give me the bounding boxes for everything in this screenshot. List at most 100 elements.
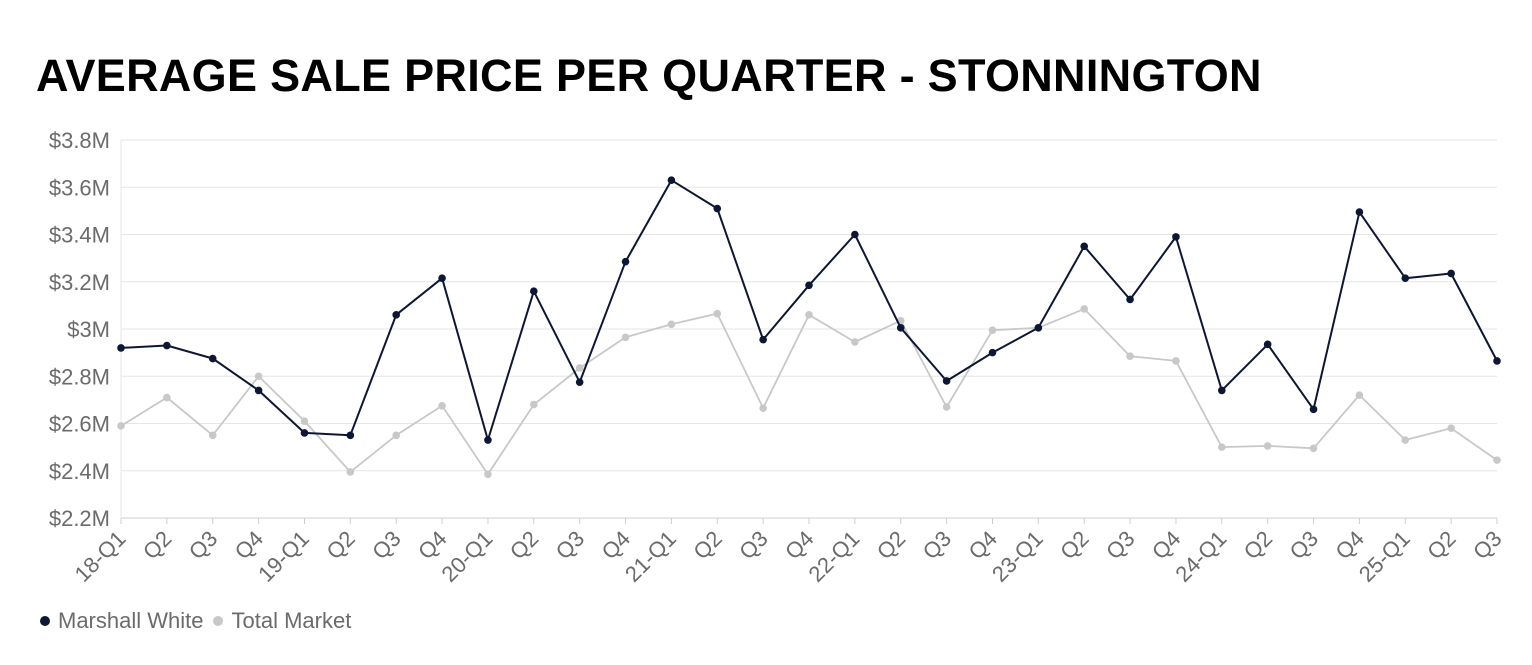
data-point-marshall-white[interactable] [988,348,997,357]
data-point-marshall-white[interactable] [896,324,905,332]
data-point-total-market[interactable] [208,431,217,440]
y-tick-label: $2.8M [49,364,110,389]
y-tick-label: $2.2M [49,506,110,531]
data-point-total-market[interactable] [254,372,263,381]
y-tick-label: $3.8M [49,128,110,153]
x-tick-label: Q2 [505,526,543,564]
legend-marker-marshall-white [40,616,50,626]
x-tick-label: Q2 [1422,526,1460,564]
data-point-total-market[interactable] [1447,424,1455,433]
data-point-total-market[interactable] [667,320,676,329]
x-tick-label: 19-Q1 [253,526,314,587]
legend-item-marshall-white[interactable]: Marshall White [40,608,203,634]
data-point-total-market[interactable] [117,422,125,430]
x-tick-label: Q2 [1239,526,1277,564]
x-tick-label: 21-Q1 [620,526,681,587]
grid-lines [120,139,1497,519]
data-point-marshall-white[interactable] [117,344,125,352]
data-point-marshall-white[interactable] [1447,269,1455,278]
series-marshall-white [117,176,1501,444]
data-point-total-market[interactable] [1309,444,1318,453]
data-point-marshall-white[interactable] [484,436,492,444]
data-point-marshall-white[interactable] [1493,357,1501,365]
y-tick-label: $3.6M [49,175,110,200]
data-point-total-market[interactable] [300,417,309,425]
x-tick-label: Q3 [551,526,589,564]
data-point-marshall-white[interactable] [208,354,217,363]
y-tick-label: $3.2M [49,270,110,295]
x-tick-label: 20-Q1 [437,526,498,587]
data-point-marshall-white[interactable] [163,341,171,350]
data-point-marshall-white[interactable] [851,230,859,239]
series-total-market [117,305,1501,479]
y-tick-label: $3.4M [49,223,110,248]
data-point-marshall-white[interactable] [1401,274,1410,283]
data-point-total-market[interactable] [1263,442,1272,450]
x-tick-label: 23-Q1 [987,526,1048,587]
data-point-marshall-white[interactable] [575,378,584,386]
data-point-total-market[interactable] [438,401,446,410]
data-point-marshall-white[interactable] [530,287,538,296]
x-tick-label: Q2 [688,526,726,564]
data-point-marshall-white[interactable] [1080,242,1088,251]
x-tick-label: Q2 [138,526,176,564]
data-point-total-market[interactable] [484,470,492,479]
data-point-marshall-white[interactable] [1034,324,1043,332]
data-point-marshall-white[interactable] [254,386,263,395]
legend-label-marshall-white: Marshall White [58,608,204,633]
x-tick-label: Q3 [367,526,405,564]
data-point-total-market[interactable] [621,333,630,342]
legend-label-total-market: Total Market [231,608,352,633]
data-point-total-market[interactable] [1401,436,1410,444]
data-point-total-market[interactable] [759,404,767,412]
data-point-marshall-white[interactable] [1218,386,1226,395]
x-tick-label: Q3 [184,526,222,564]
data-point-marshall-white[interactable] [713,204,722,213]
data-point-total-market[interactable] [392,431,401,440]
data-point-total-market[interactable] [163,393,171,402]
data-point-total-market[interactable] [988,326,997,334]
data-point-total-market[interactable] [346,468,355,476]
data-point-marshall-white[interactable] [1172,233,1180,241]
data-point-marshall-white[interactable] [805,281,813,290]
legend-marker-total-market [213,616,224,626]
y-tick-label: $2.6M [49,412,110,437]
data-point-marshall-white[interactable] [942,377,951,385]
x-tick-label: Q3 [918,526,956,564]
data-point-total-market[interactable] [1218,443,1226,451]
data-point-marshall-white[interactable] [1126,295,1134,304]
data-point-total-market[interactable] [1126,352,1134,360]
data-point-marshall-white[interactable] [300,429,309,437]
data-point-marshall-white[interactable] [392,311,401,319]
data-point-total-market[interactable] [1355,391,1364,399]
data-point-total-market[interactable] [942,403,951,411]
series-line-marshall-white [120,179,1498,441]
data-point-total-market[interactable] [530,400,538,409]
x-tick-label: Q3 [1285,526,1323,564]
data-point-marshall-white[interactable] [1309,405,1318,414]
data-point-marshall-white[interactable] [1355,208,1364,216]
x-tick-label: 18-Q1 [70,526,131,587]
data-point-total-market[interactable] [1493,456,1501,464]
data-point-marshall-white[interactable] [1263,340,1272,349]
y-tick-label: $2.4M [49,459,110,484]
data-point-total-market[interactable] [713,309,722,318]
x-tick-label: 25-Q1 [1354,526,1415,587]
data-point-total-market[interactable] [851,338,859,346]
data-point-total-market[interactable] [805,311,813,319]
legend: Marshall White Total Market [40,608,361,634]
data-point-marshall-white[interactable] [667,176,676,184]
data-point-marshall-white[interactable] [621,257,630,266]
y-tick-label: $3M [67,317,110,342]
data-point-total-market[interactable] [1080,305,1088,313]
x-tick-label: Q2 [872,526,910,564]
data-point-total-market[interactable] [575,364,584,372]
data-point-marshall-white[interactable] [759,335,767,344]
data-point-marshall-white[interactable] [346,431,355,440]
data-point-marshall-white[interactable] [438,274,446,283]
x-tick-label: Q2 [321,526,359,564]
legend-item-total-market[interactable]: Total Market [213,608,351,634]
data-point-total-market[interactable] [1172,357,1180,365]
